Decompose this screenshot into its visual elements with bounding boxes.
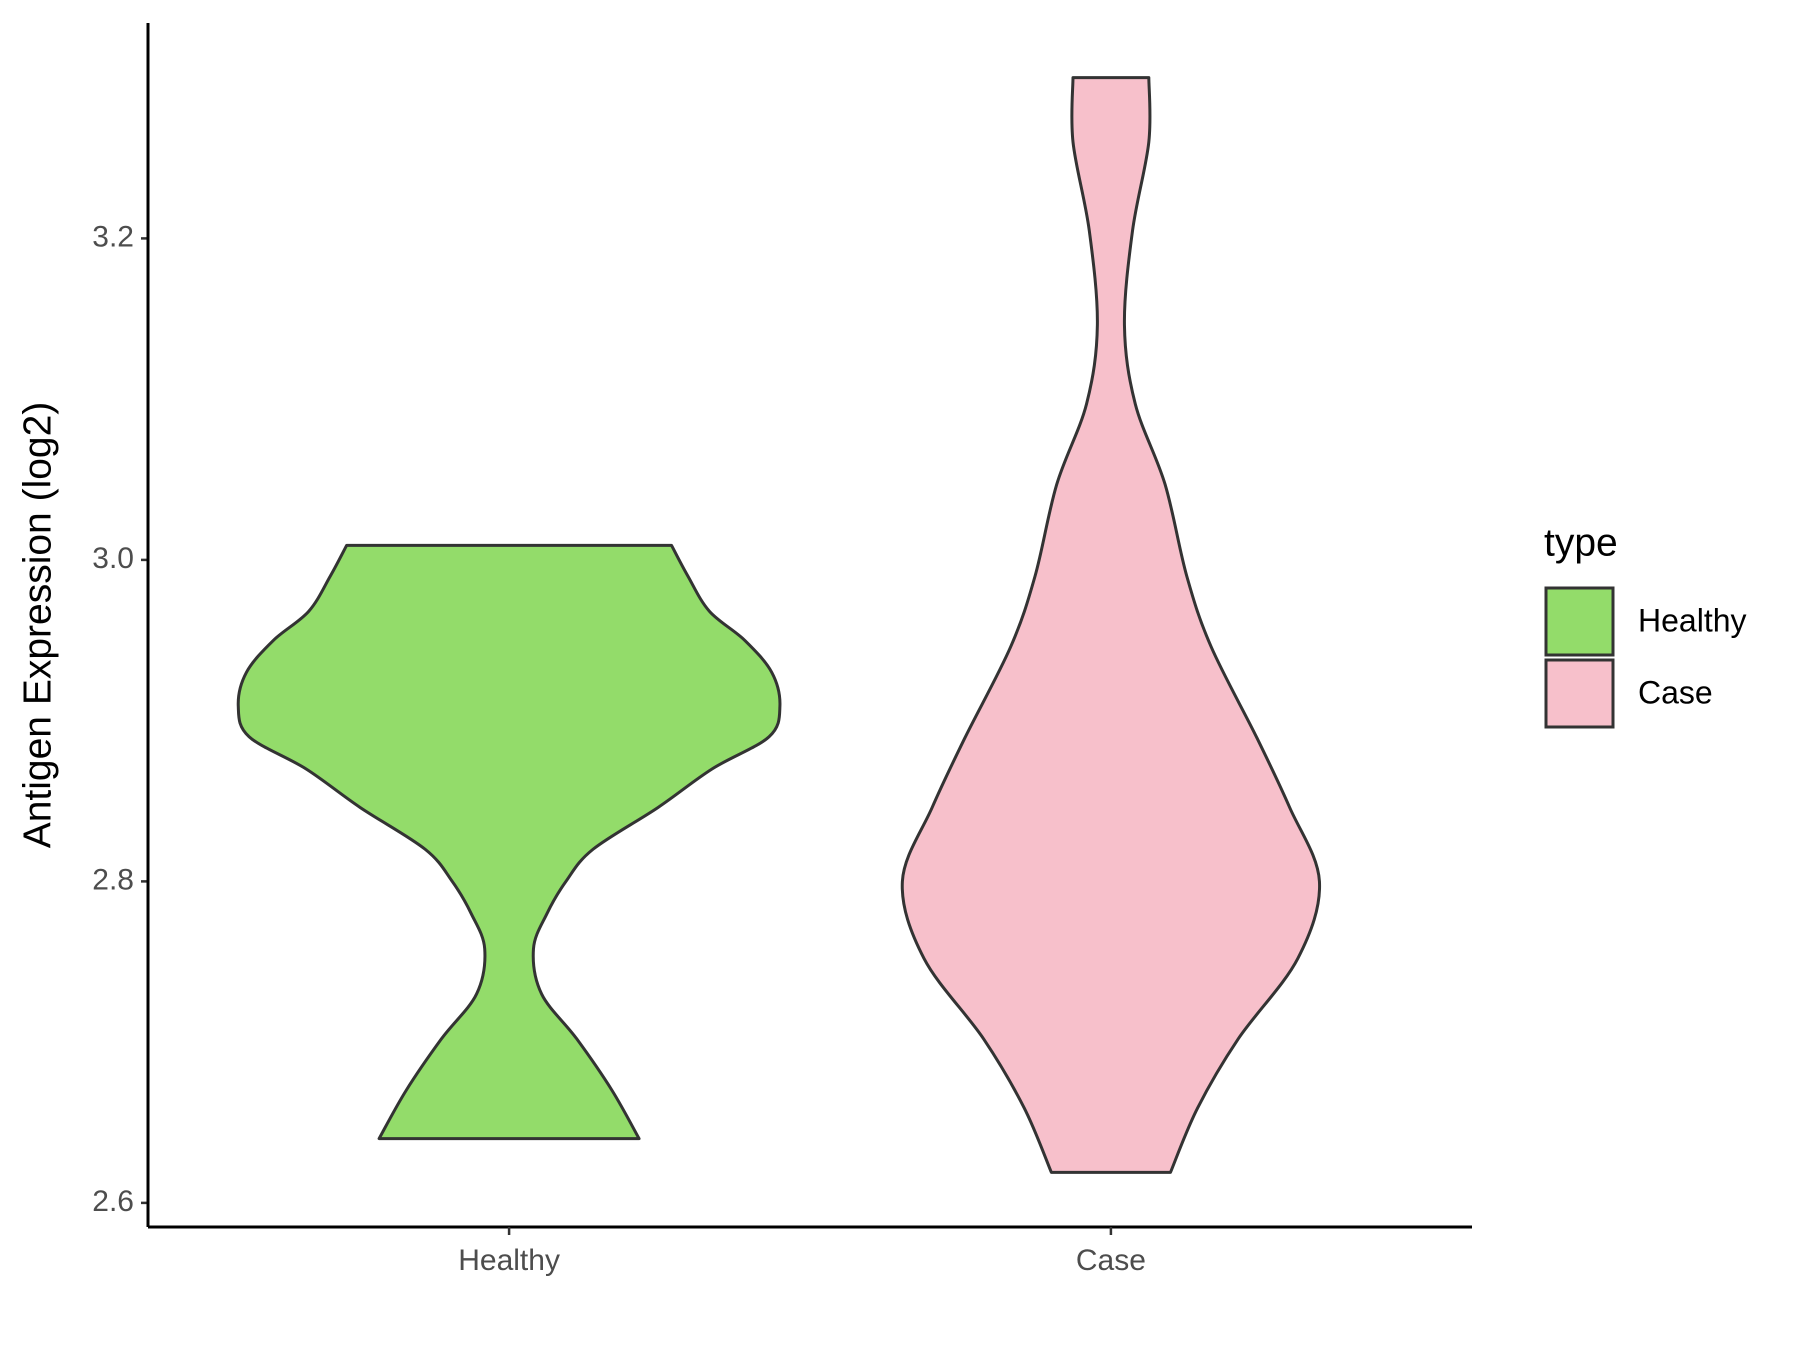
legend-key [1544, 586, 1615, 657]
legend-label: Healthy [1638, 602, 1747, 638]
y-tick-label: 3.2 [92, 220, 134, 253]
y-axis-title: Antigen Expression (log2) [16, 402, 59, 849]
y-tick-label: 3.0 [92, 542, 134, 575]
legend-label: Case [1638, 674, 1713, 710]
legend-key [1544, 658, 1615, 729]
violin [900, 76, 1322, 1174]
x-tick-label: Healthy [458, 1244, 560, 1277]
legend-title: type [1544, 521, 1618, 564]
violin [236, 543, 782, 1141]
y-tick-label: 2.6 [92, 1185, 134, 1218]
x-tick-label: Case [1076, 1244, 1146, 1277]
y-tick-label: 2.8 [92, 863, 134, 896]
